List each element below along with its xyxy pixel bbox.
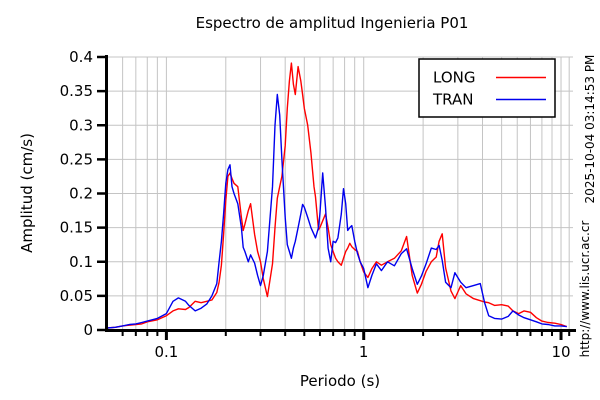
y-tick-label: 0.1 xyxy=(69,253,93,271)
x-tick-label: 0.1 xyxy=(154,343,178,361)
y-tick-label: 0.15 xyxy=(60,219,93,237)
x-tick-label: 10 xyxy=(551,343,570,361)
y-axis-label: Amplitud (cm/s) xyxy=(18,133,36,253)
x-axis-label: Periodo (s) xyxy=(299,372,381,390)
tran-series-line xyxy=(106,93,567,329)
legend-label-tran: TRAN xyxy=(432,91,473,109)
y-tick-label: 0.3 xyxy=(69,116,93,134)
url-watermark: http://www.lis.ucr.ac.cr xyxy=(578,220,592,358)
legend-label-long: LONG xyxy=(433,69,475,87)
timestamp-watermark: 2025-10-04 03:14:53 PM xyxy=(583,54,597,204)
legend-box xyxy=(418,58,556,118)
y-tick-label: 0.25 xyxy=(60,150,93,168)
y-tick-label: 0 xyxy=(83,321,93,339)
y-tick-label: 0.35 xyxy=(60,82,93,100)
y-tick-label: 0.4 xyxy=(69,48,93,66)
x-tick-label: 1 xyxy=(359,343,369,361)
y-tick-label: 0.2 xyxy=(69,185,93,203)
y-tick-label: 0.05 xyxy=(60,287,93,305)
chart-title: Espectro de amplitud Ingenieria P01 xyxy=(195,14,469,32)
